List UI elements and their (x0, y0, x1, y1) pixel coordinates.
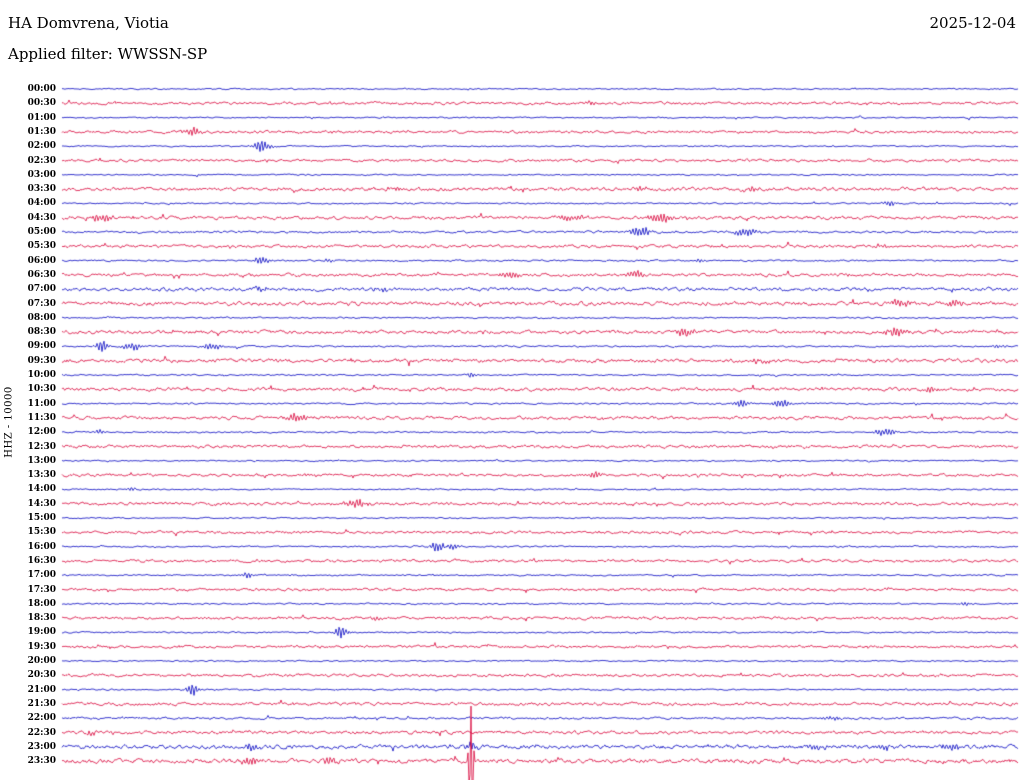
time-label: 06:30 (27, 269, 56, 280)
time-label: 01:30 (27, 126, 56, 137)
time-label: 07:30 (27, 298, 56, 309)
station-title: HA Domvrena, Viotia (8, 14, 169, 32)
time-label: 15:00 (27, 513, 56, 523)
time-label: 17:00 (27, 570, 56, 581)
time-label: 22:00 (27, 713, 56, 724)
time-label: 00:00 (27, 84, 56, 94)
time-label: 14:30 (27, 498, 56, 509)
time-label: 01:00 (27, 112, 56, 123)
time-label: 18:30 (27, 613, 56, 624)
time-label: 23:30 (27, 756, 56, 767)
time-label: 02:30 (27, 155, 56, 166)
time-label: 13:30 (27, 470, 56, 481)
time-label: 22:30 (27, 727, 56, 738)
time-label: 16:30 (27, 555, 56, 566)
time-label: 19:00 (27, 627, 56, 638)
time-label: 11:00 (27, 398, 56, 409)
time-label: 14:00 (27, 484, 56, 495)
time-label: 11:30 (27, 412, 56, 423)
time-label: 04:00 (27, 198, 56, 209)
time-label: 18:00 (27, 598, 56, 609)
time-label: 05:00 (27, 227, 56, 237)
time-label: 20:00 (27, 656, 56, 666)
time-label: 16:00 (27, 541, 56, 552)
time-label: 02:00 (27, 141, 56, 152)
time-label: 17:30 (27, 584, 56, 595)
date-label: 2025-12-04 (929, 14, 1016, 32)
time-label: 23:00 (27, 741, 56, 752)
time-label: 12:00 (27, 427, 56, 438)
time-label: 13:00 (27, 455, 56, 466)
time-label: 21:30 (27, 698, 56, 709)
time-label: 03:30 (27, 184, 56, 195)
time-label: 10:30 (27, 384, 56, 395)
time-label: 06:00 (27, 255, 56, 266)
filter-label: Applied filter: WWSSN-SP (8, 45, 208, 63)
time-label: 10:00 (27, 370, 56, 380)
time-label: 19:30 (27, 641, 56, 652)
time-label: 04:30 (27, 212, 56, 223)
time-label: 09:00 (27, 341, 56, 352)
y-axis-label: HHZ - 10000 (3, 386, 15, 458)
time-label: 00:30 (27, 98, 56, 109)
time-label: 15:30 (27, 527, 56, 538)
time-label: 07:00 (27, 284, 56, 295)
time-label: 08:00 (27, 312, 56, 323)
time-label: 20:30 (27, 670, 56, 681)
time-label: 09:30 (27, 355, 56, 366)
time-label: 03:00 (27, 169, 56, 180)
time-label: 08:30 (27, 327, 56, 338)
time-label: 21:00 (27, 684, 56, 695)
time-label: 12:30 (27, 441, 56, 452)
time-label: 05:30 (27, 241, 56, 252)
